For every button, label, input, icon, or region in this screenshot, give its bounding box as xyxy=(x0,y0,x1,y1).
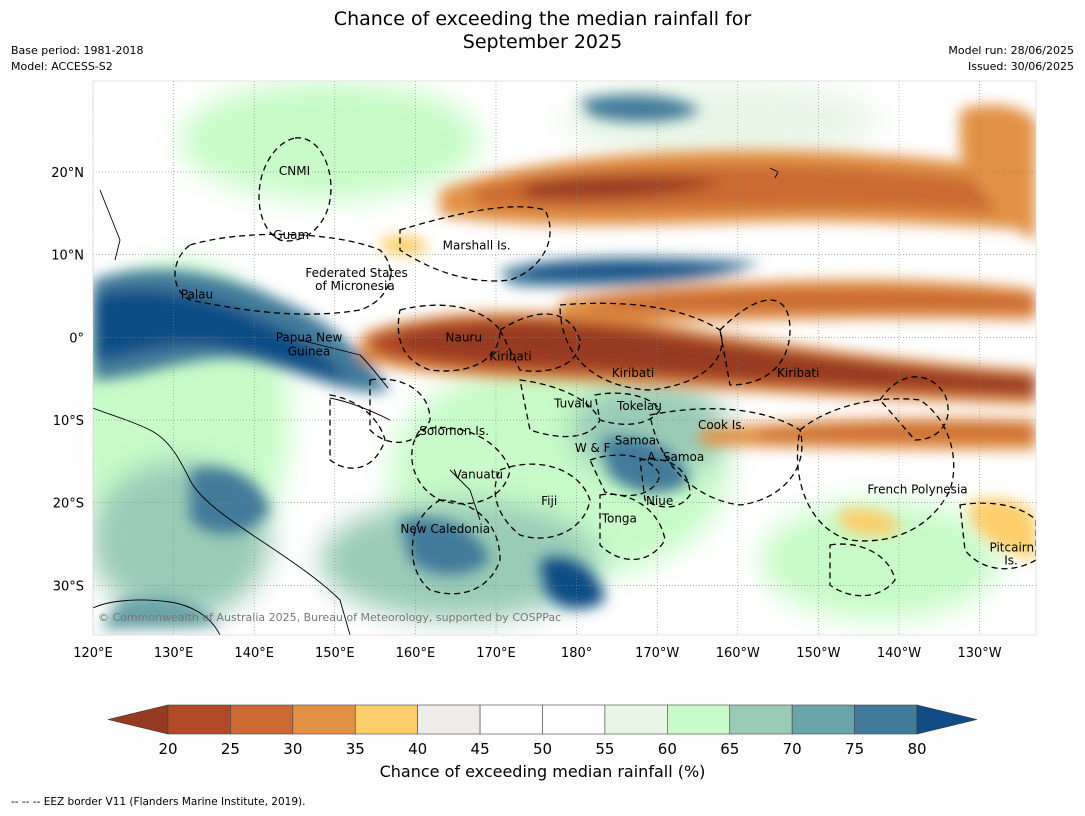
lat-tick-label: 0° xyxy=(69,331,84,346)
map-gridlines xyxy=(93,81,1036,635)
chart-title: Chance of exceeding the median rainfall … xyxy=(0,8,1085,54)
lon-tick-label: 180° xyxy=(561,646,592,661)
region-label: of Micronesia xyxy=(315,279,395,293)
region-label: Niue xyxy=(646,494,673,508)
region-label: Samoa xyxy=(615,434,656,448)
colorbar-swatch xyxy=(854,704,918,735)
run-info-left: Base period: 1981-2018 Model: ACCESS-S2 xyxy=(11,43,143,75)
colorbar-swatch xyxy=(729,704,793,735)
lon-tick-label: 140°E xyxy=(234,646,274,661)
lon-tick-label: 170°E xyxy=(476,646,516,661)
lon-tick-label: 150°W xyxy=(796,646,840,661)
region-label: W & F xyxy=(575,441,611,455)
lon-tick-label: 120°E xyxy=(73,646,113,661)
colorbar-tick-label: 30 xyxy=(283,740,302,758)
colorbar-tick-label: 60 xyxy=(658,740,677,758)
model-name: Model: ACCESS-S2 xyxy=(11,60,113,73)
colorbar-swatch xyxy=(479,704,543,735)
colorbar-swatch xyxy=(292,704,356,735)
lat-tick-label: 20°S xyxy=(53,497,84,512)
region-label: Federated States xyxy=(305,266,407,280)
region-label: Tuvalu xyxy=(553,396,593,410)
region-label: Vanuatu xyxy=(454,468,504,482)
colorbar-swatch xyxy=(542,704,606,735)
region-label: Nauru xyxy=(446,330,482,344)
issued-date: Issued: 30/06/2025 xyxy=(967,60,1074,73)
probability-field xyxy=(93,94,1036,630)
colorbar-tick-label: 75 xyxy=(845,740,864,758)
lon-tick-label: 170°W xyxy=(635,646,679,661)
colorbar-swatch xyxy=(604,704,668,735)
region-label: Cook Is. xyxy=(698,418,745,432)
colorbar-tick-label: 80 xyxy=(907,740,926,758)
region-label: New Caledonia xyxy=(400,522,490,536)
colorbar-over-arrow xyxy=(916,704,978,735)
region-label: Fiji xyxy=(541,494,557,508)
lat-tick-label: 10°S xyxy=(53,414,84,429)
colorbar-swatch xyxy=(791,704,855,735)
map-area: © Commonwealth of Australia 2025, Bureau… xyxy=(93,81,1036,635)
colorbar-swatch xyxy=(417,704,481,735)
region-label: Is. xyxy=(1004,554,1018,568)
lon-tick-label: 130°E xyxy=(154,646,194,661)
region-label: Guinea xyxy=(288,344,331,358)
colorbar-tick-label: 55 xyxy=(595,740,614,758)
colorbar-swatch xyxy=(230,704,294,735)
region-label: CNMI xyxy=(279,164,310,178)
lat-tick-label: 30°S xyxy=(53,579,84,594)
colorbar-tick-label: 35 xyxy=(346,740,365,758)
eez-borders xyxy=(174,137,1036,597)
colorbar-tick-label: 20 xyxy=(158,740,177,758)
colorbar-swatch xyxy=(667,704,731,735)
region-label: Tonga xyxy=(601,511,637,525)
lon-tick-label: 160°W xyxy=(716,646,760,661)
colorbar-tick-label: 50 xyxy=(533,740,552,758)
region-label: Palau xyxy=(181,287,213,301)
region-label: Solomon Is. xyxy=(419,424,489,438)
colorbar-title: Chance of exceeding median rainfall (%) xyxy=(379,762,706,781)
lon-tick-label: 130°W xyxy=(957,646,1001,661)
run-info-right: Model run: 28/06/2025 Issued: 30/06/2025 xyxy=(948,43,1074,75)
lon-tick-label: 160°E xyxy=(396,646,436,661)
region-label: Kiribati xyxy=(489,349,531,363)
region-label: French Polynesia xyxy=(867,482,967,496)
colorbar-tick-label: 65 xyxy=(720,740,739,758)
colorbar-tick-label: 40 xyxy=(408,740,427,758)
region-label: Marshall Is. xyxy=(443,239,511,253)
latitude-tick-labels: 20°N 10°N 0° 10°S 20°S 30°S xyxy=(51,166,84,594)
colorbar-swatch xyxy=(354,704,418,735)
map-frame xyxy=(92,80,1037,636)
region-label: Papua New xyxy=(276,330,343,344)
region-label: A. Samoa xyxy=(647,450,704,464)
colorbar: 20 25 30 35 40 45 50 55 60 65 70 75 80 xyxy=(107,704,978,758)
lon-tick-label: 150°E xyxy=(315,646,355,661)
base-period: Base period: 1981-2018 xyxy=(11,44,144,57)
colorbar-tick-label: 25 xyxy=(221,740,240,758)
title-line-2: September 2025 xyxy=(462,31,623,53)
lon-tick-label: 140°W xyxy=(877,646,921,661)
region-label: Kiribati xyxy=(777,366,819,380)
region-label: Kiribati xyxy=(612,366,654,380)
colorbar-tick-label: 45 xyxy=(471,740,490,758)
colorbar-tick-label: 70 xyxy=(783,740,802,758)
model-run-date: Model run: 28/06/2025 xyxy=(948,44,1074,57)
lat-tick-label: 20°N xyxy=(51,166,84,181)
colorbar-swatch xyxy=(167,704,231,735)
region-label: Tokelau xyxy=(616,399,662,413)
region-label: Pitcairn xyxy=(990,540,1035,554)
eez-footnote: -- -- -- EEZ border V11 (Flanders Marine… xyxy=(11,796,306,808)
longitude-tick-labels: 120°E 130°E 140°E 150°E 160°E 170°E 180° 170°W 1… xyxy=(73,646,1002,661)
region-label: Guam xyxy=(273,228,309,242)
colorbar-under-arrow xyxy=(107,704,169,735)
copyright-notice: © Commonwealth of Australia 2025, Bureau… xyxy=(98,611,561,624)
lat-tick-label: 10°N xyxy=(51,249,84,264)
title-line-1: Chance of exceeding the median rainfall … xyxy=(333,8,752,30)
